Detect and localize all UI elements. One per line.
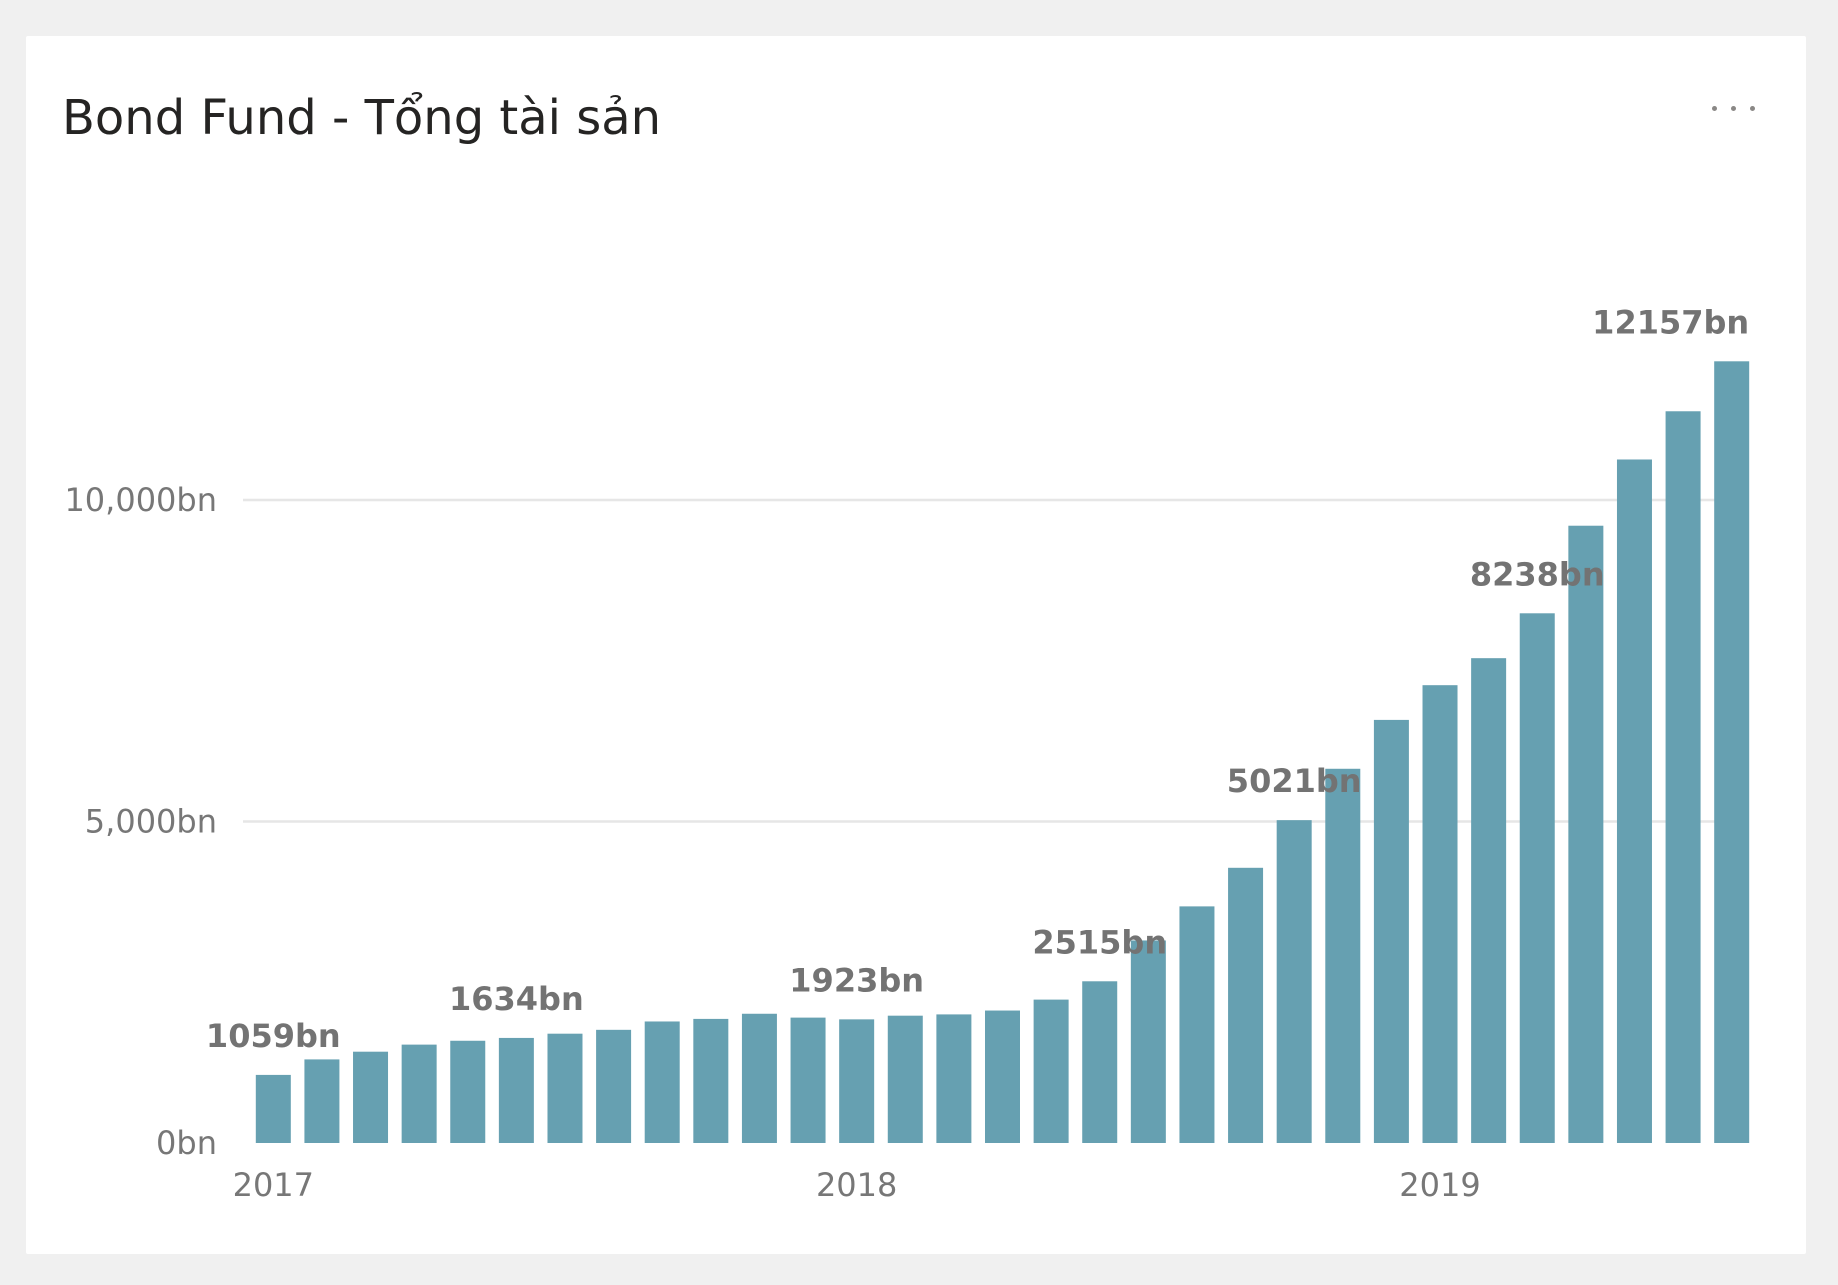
y-tick-label: 10,000bn (64, 481, 217, 519)
more-options-dot (1750, 106, 1755, 111)
bar[interactable] (887, 1015, 923, 1143)
data-label: 2515bn (1032, 923, 1167, 961)
data-label: 1923bn (789, 961, 924, 999)
bar[interactable] (1519, 613, 1555, 1143)
bar[interactable] (936, 1014, 972, 1143)
bar[interactable] (304, 1059, 340, 1143)
x-tick-label: 2019 (1399, 1166, 1480, 1204)
more-options-dot (1731, 106, 1736, 111)
x-axis-labels: 2017 2018 2019 (233, 1166, 1481, 1204)
data-label: 12157bn (1592, 303, 1749, 341)
bar[interactable] (1179, 906, 1215, 1143)
bar[interactable] (1568, 525, 1604, 1143)
bar[interactable] (1616, 459, 1652, 1144)
bar[interactable] (644, 1021, 680, 1143)
bar[interactable] (1471, 658, 1507, 1143)
bar[interactable] (984, 1010, 1021, 1143)
chart-title: Bond Fund - Tổng tài sản (62, 90, 662, 146)
data-label: 1634bn (449, 980, 584, 1018)
bar[interactable] (1228, 867, 1264, 1143)
bar[interactable] (1130, 940, 1166, 1143)
x-tick-label: 2018 (816, 1166, 897, 1204)
bar[interactable] (1276, 820, 1312, 1143)
bar[interactable] (498, 1037, 534, 1143)
bar[interactable] (693, 1018, 729, 1143)
bar[interactable] (1082, 981, 1118, 1143)
y-tick-label: 5,000bn (85, 803, 217, 841)
x-tick-label: 2017 (233, 1166, 314, 1204)
bar[interactable] (255, 1074, 291, 1143)
bar[interactable] (741, 1013, 777, 1143)
bar[interactable] (1714, 361, 1750, 1143)
data-label: 5021bn (1227, 762, 1362, 800)
more-options-dot (1712, 106, 1717, 111)
bar[interactable] (353, 1051, 389, 1143)
bar[interactable] (1373, 719, 1409, 1143)
gridlines (243, 498, 1716, 823)
bar[interactable] (1033, 999, 1069, 1143)
bar[interactable] (1422, 685, 1458, 1143)
bar[interactable] (1325, 768, 1361, 1143)
bar[interactable] (596, 1029, 632, 1143)
y-tick-label: 0bn (156, 1124, 217, 1162)
bar[interactable] (1665, 411, 1701, 1143)
data-label: 1059bn (206, 1017, 341, 1055)
bar[interactable] (401, 1044, 437, 1143)
data-label: 8238bn (1470, 555, 1605, 593)
bar[interactable] (450, 1040, 486, 1143)
bars (255, 361, 1750, 1144)
bar[interactable] (790, 1017, 826, 1143)
more-options-icon[interactable] (1706, 96, 1766, 120)
bar[interactable] (839, 1019, 875, 1143)
bar[interactable] (547, 1033, 583, 1143)
y-axis-labels: 0bn 5,000bn 10,000bn (64, 481, 217, 1162)
data-labels: 1059bn 1634bn 1923bn 2515bn 5021bn 8238bn 1215… (206, 303, 1749, 1055)
